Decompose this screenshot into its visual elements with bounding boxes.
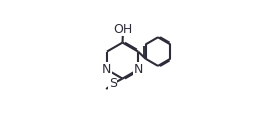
Text: N: N bbox=[134, 63, 143, 76]
Text: N: N bbox=[102, 63, 112, 76]
Text: S: S bbox=[109, 77, 117, 90]
Text: OH: OH bbox=[113, 23, 133, 36]
